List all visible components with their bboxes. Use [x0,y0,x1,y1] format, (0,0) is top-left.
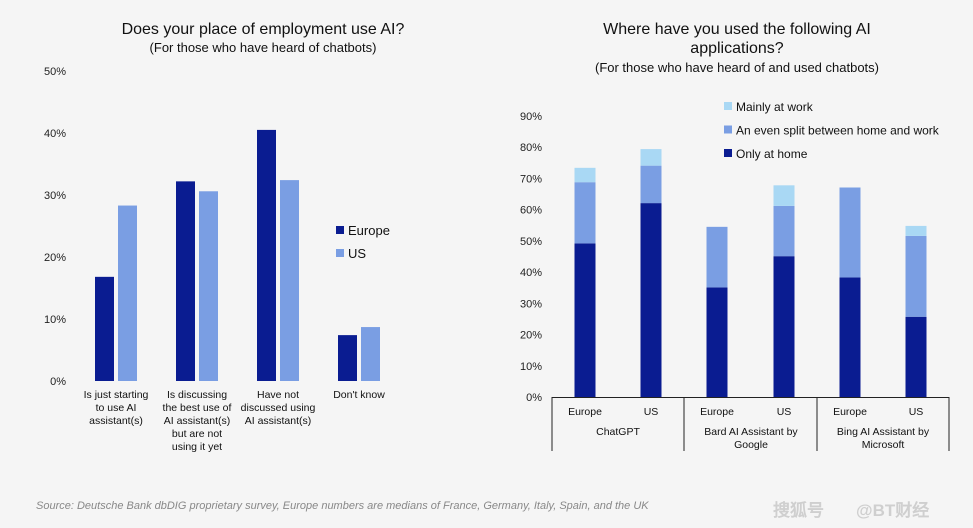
chart2-y-tick: 60% [520,205,542,217]
chart2-category-label: US [777,406,792,418]
chart1-category-label: Is discussing the best use of AI assistant… [163,389,232,453]
chart2-legend-label: An even split between home and work [736,124,940,138]
chart2-group-label: Bard AI Assistant by Google [704,426,798,451]
chart2-bar-segment [574,167,596,183]
chart2-bar-segment [640,203,662,397]
chart2-legend-swatch [724,125,732,134]
chart1-y-tick: 50% [44,66,66,78]
chart2-bar-segment [839,277,861,397]
chart2-y-tick: 0% [526,392,542,404]
chart2-bar-segment [773,185,795,206]
chart2-bar-segment [773,205,795,257]
chart2-title-line2: applications? [690,40,784,57]
chart2-bar-segment [905,316,927,397]
chart2-legend: Mainly at work An even split between home… [724,100,940,161]
chart2-subtitle: (For those who have heard of and used ch… [595,60,879,75]
chart1-bar-us [280,180,299,381]
chart1-y-tick: 10% [44,314,66,326]
chart1-bar-us [361,327,380,381]
chart2-category-label: Europe [568,406,602,418]
chart1-category-label: Don't know [333,389,385,401]
chart2-title-line1: Where have you used the following AI [603,21,871,38]
chart2-legend-label: Only at home [736,147,808,161]
chart2-category-label: Europe [833,406,867,418]
chart2-group-label: Bing AI Assistant by Microsoft [837,426,930,451]
chart1-y-tick: 20% [44,252,66,264]
chart2-y-tick: 50% [520,236,542,248]
employment-ai-chart: Does your place of employment use AI? (F… [44,21,405,453]
chart2-y-tick: 10% [520,361,542,373]
chart2-bar-segment [706,287,728,397]
chart2-category-label: US [909,406,924,418]
chart1-legend: Europe US [336,223,390,261]
chart2-bar-segment [839,187,861,278]
chart2-legend-swatch [724,102,732,110]
chart1-legend-label: Europe [348,223,390,238]
chart2-bar-segment [905,225,927,236]
chart1-bar-us [118,205,137,381]
chart2-bar-segment [706,226,728,288]
chart1-category-label: Have not discussed using AI assistant(s) [241,389,316,427]
chart2-bar-segment [905,235,927,317]
chart2-bar-segment [574,182,596,244]
chart2-bar-segment [773,256,795,397]
chart1-legend-swatch [336,226,344,234]
chart1-y-tick: 40% [44,128,66,140]
source-note: Source: Deutsche Bank dbDIG proprietary … [36,500,649,512]
chart2-y-tick: 20% [520,330,542,342]
chart1-legend-label: US [348,246,366,261]
chart2-y-tick: 40% [520,267,542,279]
chart1-category-label: Is just starting to use AI assistant(s) [84,389,149,427]
chart2-legend-swatch [724,149,732,157]
chart1-subtitle: (For those who have heard of chatbots) [150,40,377,55]
chart1-bar-europe [176,181,195,381]
chart1-bar-europe [257,129,276,381]
chart2-legend-label: Mainly at work [736,100,814,114]
chart2-group-label: ChatGPT [596,426,640,438]
chart1-y-tick: 0% [50,376,66,388]
chart1-bar-europe [95,276,114,381]
chart2-bar-segment [640,149,662,166]
chart1-title: Does your place of employment use AI? [122,21,405,38]
chart2-bar-segment [640,165,662,204]
watermark-logo: 搜狐号 [773,500,824,520]
chart2-y-tick: 80% [520,142,542,154]
chart1-y-tick: 30% [44,190,66,202]
chart2-category-label: Europe [700,406,734,418]
watermark: @BT财经 [856,500,929,520]
chart2-bar-segment [574,243,596,397]
chart2-y-tick: 90% [520,111,542,123]
chart2-y-tick: 30% [520,298,542,310]
ai-applications-chart: Where have you used the following AI app… [520,21,950,451]
chart1-bar-us [199,191,218,381]
chart1-bar-europe [338,335,357,381]
chart2-y-tick: 70% [520,173,542,185]
chart1-legend-swatch [336,249,344,257]
chart2-category-label: US [644,406,659,418]
